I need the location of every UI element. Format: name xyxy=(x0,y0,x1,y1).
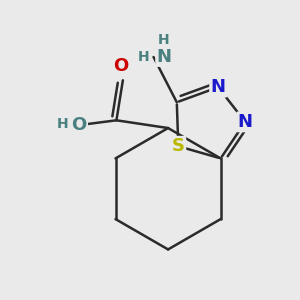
Text: N: N xyxy=(238,113,253,131)
Text: N: N xyxy=(156,48,171,66)
Text: H: H xyxy=(56,117,68,131)
Text: O: O xyxy=(71,116,87,134)
Text: H: H xyxy=(138,50,150,64)
Text: S: S xyxy=(172,137,185,155)
Text: H: H xyxy=(158,33,170,47)
Text: N: N xyxy=(211,78,226,96)
Text: O: O xyxy=(113,57,128,75)
